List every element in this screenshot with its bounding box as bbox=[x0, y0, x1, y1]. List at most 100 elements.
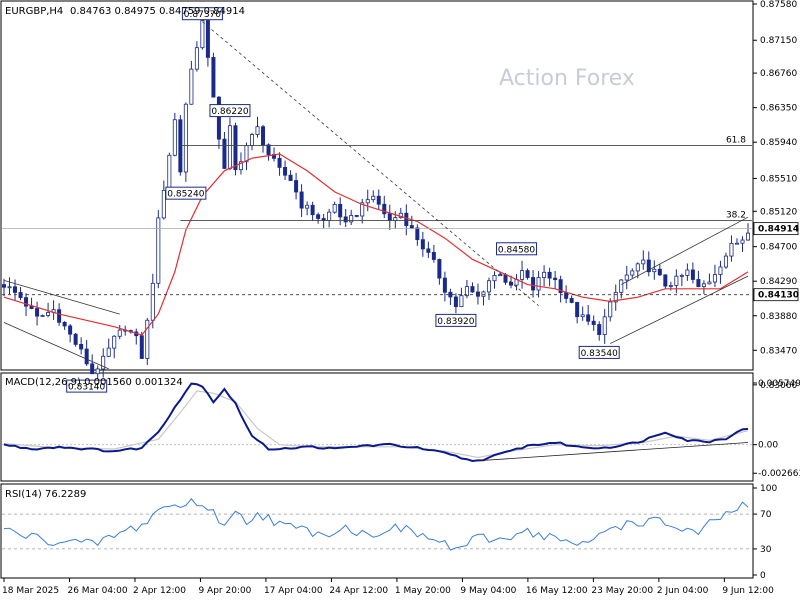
candle-body bbox=[569, 298, 574, 303]
candle-body bbox=[233, 125, 238, 171]
candle-body bbox=[652, 268, 657, 273]
candle-body bbox=[90, 363, 95, 375]
candle-body bbox=[266, 144, 271, 155]
candle-body bbox=[531, 277, 536, 291]
current-price-tag-box bbox=[753, 222, 799, 236]
candle-body bbox=[553, 277, 558, 281]
candle-body bbox=[46, 312, 51, 316]
price-callout-label: 0.83540 bbox=[581, 349, 618, 359]
candle-body bbox=[536, 277, 541, 291]
candle-body bbox=[564, 292, 569, 299]
fibonacci-level-label: 38.2 bbox=[726, 211, 746, 221]
candle-body bbox=[310, 204, 315, 216]
macd-y-tick-label: -0.002663 bbox=[758, 469, 800, 479]
candle-body bbox=[387, 213, 392, 221]
candle-body bbox=[591, 320, 596, 325]
x-tick-label: 24 Apr 12:00 bbox=[329, 586, 388, 596]
candle-body bbox=[200, 20, 205, 49]
candle-body bbox=[189, 68, 194, 105]
macd-panel-frame bbox=[0, 372, 754, 482]
price-overlays: 61.8 38.2 bbox=[2, 21, 752, 370]
falling-channel-upper bbox=[3, 279, 120, 315]
candle-body bbox=[718, 266, 723, 275]
rsi-title: RSI(14) 76.2289 bbox=[5, 489, 86, 500]
x-tick-label: 23 May 20:00 bbox=[591, 586, 653, 596]
price-y-tick-label: 0.83880 bbox=[760, 312, 797, 322]
candle-body bbox=[426, 248, 431, 253]
candle-body bbox=[277, 157, 282, 168]
candle-body bbox=[283, 166, 288, 176]
candle-body bbox=[167, 154, 172, 191]
candle-body bbox=[2, 284, 7, 288]
price-callout-label: 0.83920 bbox=[437, 317, 474, 327]
falling-channel-lower bbox=[3, 322, 109, 370]
rsi-panel-frame bbox=[0, 483, 754, 579]
candle-body bbox=[40, 315, 45, 317]
price-callout-label: 0.85240 bbox=[167, 190, 204, 200]
candle-body bbox=[227, 125, 232, 169]
time-x-axis: 18 Mar 2025 26 Mar 04:00 2 Apr 12:00 9 Apr … bbox=[2, 578, 774, 596]
candle-body bbox=[602, 316, 607, 335]
candle-body bbox=[13, 286, 18, 293]
current-price-tag: 0.84914 bbox=[758, 225, 799, 235]
candle-body bbox=[448, 291, 453, 298]
rising-channel-upper bbox=[621, 216, 749, 285]
candle-body bbox=[712, 274, 717, 283]
price-y-tick-label: 0.85940 bbox=[760, 138, 797, 148]
macd-line bbox=[3, 382, 749, 463]
candle-body bbox=[420, 239, 425, 250]
candle-body bbox=[497, 274, 502, 277]
candle-body bbox=[657, 268, 662, 276]
candle-body bbox=[249, 134, 254, 146]
candle-body bbox=[255, 126, 260, 135]
candle-body bbox=[172, 119, 177, 156]
candle-body bbox=[150, 282, 155, 321]
candle-body bbox=[95, 368, 100, 375]
candle-body bbox=[630, 270, 635, 276]
candle-body bbox=[481, 291, 486, 297]
macd-y-tick-label: 0.00 bbox=[758, 441, 778, 451]
candle-body bbox=[701, 283, 706, 288]
rising-channel-lower bbox=[610, 275, 749, 344]
candle-body bbox=[729, 242, 734, 257]
candle-body bbox=[183, 103, 188, 173]
candle-body bbox=[327, 211, 332, 221]
candle-body bbox=[288, 174, 293, 181]
candle-body bbox=[409, 225, 414, 229]
candle-body bbox=[690, 269, 695, 280]
support-price-tag-box bbox=[753, 288, 799, 302]
candle-body bbox=[112, 335, 117, 349]
candle-body bbox=[641, 259, 646, 265]
support-price-tag: 0.84130 bbox=[758, 291, 799, 301]
fibonacci-level-label: 61.8 bbox=[726, 136, 746, 146]
candle-body bbox=[486, 280, 491, 293]
candle-body bbox=[145, 319, 150, 359]
macd-signal-line bbox=[3, 390, 749, 459]
candle-body bbox=[707, 281, 712, 285]
candle-body bbox=[547, 271, 552, 279]
candle-body bbox=[734, 242, 739, 245]
candle-body bbox=[79, 343, 84, 350]
candle-body bbox=[365, 199, 370, 204]
candle-body bbox=[244, 145, 249, 163]
candle-body bbox=[216, 96, 221, 140]
x-tick-label: 9 Jun 12:00 bbox=[722, 586, 774, 596]
x-tick-label: 26 Mar 04:00 bbox=[67, 586, 127, 596]
ohlc-readout: 0.84763 0.84975 0.84759 0.84914 bbox=[70, 6, 245, 17]
candle-body bbox=[635, 263, 640, 272]
candle-body bbox=[740, 239, 745, 244]
candle-body bbox=[624, 274, 629, 281]
candle-body bbox=[62, 321, 67, 327]
candle-body bbox=[161, 189, 166, 219]
candle-body bbox=[7, 286, 12, 289]
candle-body bbox=[294, 180, 299, 193]
price-y-tick-label: 0.84700 bbox=[760, 243, 797, 253]
candle-body bbox=[608, 301, 613, 318]
price-callout-label: 0.84580 bbox=[498, 245, 535, 255]
watermark: Action Forex bbox=[499, 66, 635, 91]
candle-body bbox=[343, 216, 348, 223]
price-y-tick-label: 0.86350 bbox=[760, 104, 797, 114]
candle-body bbox=[106, 347, 111, 357]
candle-body bbox=[613, 291, 618, 303]
